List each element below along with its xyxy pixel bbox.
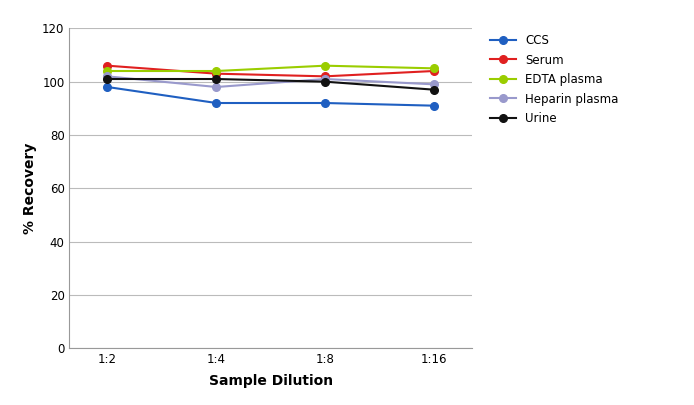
Line: CCS: CCS [103,83,438,109]
Line: Serum: Serum [103,62,438,80]
Serum [212,71,221,76]
Urine [212,77,221,81]
EDTA plasma [212,68,221,73]
Line: EDTA plasma: EDTA plasma [103,62,438,75]
Serum [430,68,438,73]
Urine [321,79,329,84]
CCS [103,85,112,90]
Heparin plasma [103,74,112,79]
Y-axis label: % Recovery: % Recovery [23,143,37,234]
EDTA plasma [103,68,112,73]
Line: Heparin plasma: Heparin plasma [103,72,438,91]
X-axis label: Sample Dilution: Sample Dilution [209,375,332,388]
Heparin plasma [212,85,221,90]
Heparin plasma [430,82,438,87]
CCS [321,100,329,105]
Serum [103,63,112,68]
EDTA plasma [321,63,329,68]
Serum [321,74,329,79]
Urine [430,87,438,92]
Urine [103,77,112,81]
EDTA plasma [430,66,438,71]
CCS [212,100,221,105]
CCS [430,103,438,108]
Heparin plasma [321,77,329,81]
Legend: CCS, Serum, EDTA plasma, Heparin plasma, Urine: CCS, Serum, EDTA plasma, Heparin plasma,… [490,34,618,125]
Line: Urine: Urine [103,75,438,94]
